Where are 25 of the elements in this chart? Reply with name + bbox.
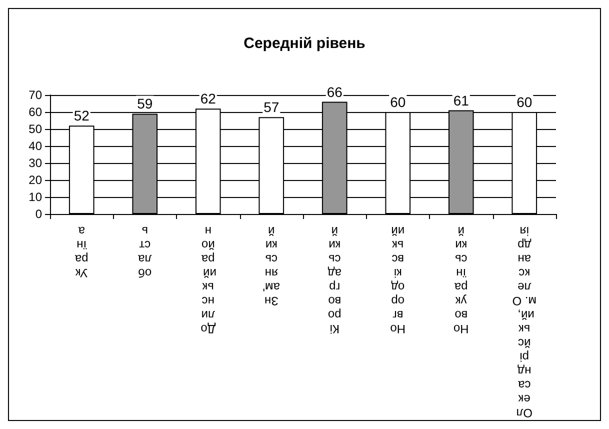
x-tick-label: Україна (74, 224, 88, 280)
data-label: 66 (326, 84, 343, 100)
x-tick-label: Новоукраїнський (453, 224, 469, 336)
data-label: 61 (453, 92, 470, 108)
data-label: 52 (74, 108, 90, 124)
y-tick-label: 10 (28, 190, 42, 204)
data-label: 59 (137, 96, 153, 112)
x-tick-label: Новгородківський (390, 224, 406, 336)
y-tick-label: 60 (28, 105, 42, 119)
data-label: 60 (516, 94, 532, 110)
x-tick-label: область (138, 224, 152, 280)
y-tick-label: 30 (28, 156, 42, 170)
x-tick-label: Кіровоградський (328, 224, 342, 336)
x-tick-label: Знам'янський (262, 224, 280, 308)
y-tick-label: 20 (28, 173, 42, 187)
y-tick-label: 70 (28, 88, 42, 102)
category-label: Олександрійський, м. Олександрія (512, 224, 537, 420)
data-label: 62 (200, 90, 216, 107)
chart-title: Середній рівень (244, 35, 366, 52)
y-tick-label: 40 (28, 139, 42, 153)
data-label: 57 (264, 99, 280, 116)
x-tick-label: Долинський район (200, 224, 216, 336)
data-label: 60 (390, 94, 406, 110)
y-tick-label: 50 (28, 122, 42, 136)
y-tick-label: 0 (35, 207, 42, 221)
